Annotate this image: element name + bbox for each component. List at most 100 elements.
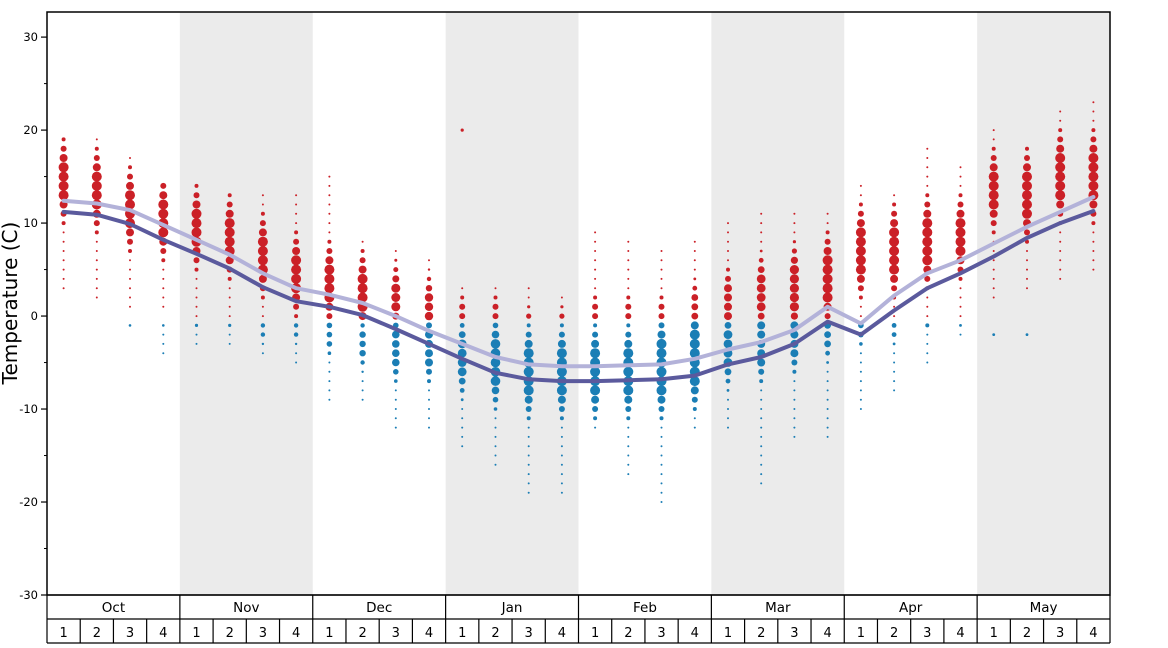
temp-dot-blue (326, 341, 333, 347)
temp-dot-blue (893, 370, 896, 373)
temp-dot-red (727, 259, 729, 262)
temp-dot-blue (524, 339, 533, 348)
temp-dot-blue (824, 340, 831, 348)
temp-dot-blue (760, 398, 763, 401)
temp-dot-blue (727, 426, 729, 429)
temp-dot-red (62, 250, 65, 252)
temp-dot-red (956, 209, 965, 218)
temp-dot-blue (490, 376, 501, 386)
temp-dot-blue (494, 426, 497, 429)
temp-dot-blue (793, 380, 796, 383)
temp-dot-red (1026, 287, 1028, 290)
temp-dot-blue (426, 368, 432, 375)
temp-dot-red (58, 162, 69, 173)
temp-dot-blue (494, 445, 497, 448)
temp-dot-red (95, 277, 98, 280)
temp-dot-red (227, 276, 232, 281)
temp-dot-blue (624, 395, 633, 404)
temp-dot-blue (560, 426, 563, 429)
average-max-temperature (61, 195, 1096, 369)
temp-dot-red (990, 220, 997, 227)
temp-dot-red (1022, 180, 1032, 191)
y-tick-label: -10 (19, 402, 38, 416)
temp-dot-red (125, 190, 135, 201)
temp-dot-red (926, 296, 929, 299)
temp-dot-red (191, 218, 202, 229)
temp-dot-red (924, 201, 931, 208)
temp-dot-blue (660, 435, 663, 438)
temp-dot-red (1058, 128, 1063, 133)
temp-dot-blue (326, 331, 333, 338)
temp-dot-blue (491, 330, 500, 339)
month-band (445, 12, 579, 595)
temp-dot-red (295, 194, 298, 197)
week-number-label: 3 (657, 626, 665, 641)
temp-dot-red (194, 183, 199, 188)
temp-dot-red (492, 313, 499, 320)
temp-dot-red (959, 296, 962, 299)
month-band (977, 12, 1110, 595)
temp-dot-blue (627, 454, 630, 457)
temp-dot-red (258, 228, 267, 237)
temp-dot-red (594, 259, 597, 262)
temp-dot-red (793, 231, 796, 234)
temp-dot-red (959, 287, 962, 290)
temp-dot-red (158, 227, 169, 238)
temp-dot-red (793, 222, 796, 225)
temp-dot-blue (592, 331, 599, 338)
temp-dot-red (527, 296, 530, 299)
temp-dot-blue (428, 389, 430, 392)
temp-dot-red (859, 305, 862, 308)
temp-dot-red (855, 264, 866, 275)
temp-dot-red (594, 250, 597, 252)
temp-dot-blue (590, 348, 601, 359)
temp-dot-blue (625, 331, 632, 338)
temp-dot-red (724, 284, 732, 293)
temp-dot-red (989, 209, 998, 218)
temp-dot-red (62, 277, 65, 280)
temp-dot-blue (494, 435, 497, 438)
temp-dot-blue (394, 417, 397, 420)
temp-dot-red (693, 268, 696, 271)
temp-dot-blue (392, 358, 400, 367)
month-label: Feb (633, 600, 657, 616)
temp-dot-red (1091, 128, 1096, 133)
temp-dot-blue (859, 389, 862, 392)
temp-dot-red (891, 210, 898, 217)
temp-dot-blue (893, 380, 896, 383)
temp-dot-red (992, 296, 995, 299)
temp-dot-red (959, 305, 962, 308)
temp-dot-red (328, 184, 331, 187)
temp-dot-blue (457, 348, 467, 358)
temp-dot-red (129, 268, 131, 271)
temp-dot-red (195, 296, 198, 299)
temp-dot-red (727, 240, 729, 243)
month-week-table: Oct 1 2 3 4 Nov 1 2 3 4 Dec 1 2 3 4 Jan 1 2 3 4 Feb 1 2 3 4 Mar 1 2… (46, 594, 1111, 644)
temp-dot-red (992, 259, 995, 262)
temp-dot-blue (594, 426, 597, 429)
temp-dot-blue (660, 454, 663, 457)
temp-dot-blue (261, 352, 264, 355)
temp-dot-red (992, 250, 995, 252)
temp-dot-red (1088, 162, 1099, 173)
temp-dot-blue (293, 323, 299, 328)
temp-dot-red (92, 163, 101, 172)
temp-dot-red (195, 305, 198, 308)
temp-dot-red (855, 236, 866, 247)
temp-dot-red (959, 175, 962, 178)
temp-dot-blue (825, 350, 830, 356)
temp-dot-blue (162, 333, 165, 336)
temp-dot-blue (459, 323, 465, 328)
week-number-label: 1 (458, 626, 466, 641)
temp-dot-red (95, 138, 98, 141)
temp-dot-blue (727, 417, 729, 420)
temp-dot-red (625, 313, 632, 320)
temp-dot-blue (294, 342, 298, 346)
temp-dot-red (225, 209, 234, 218)
temp-dot-red (1026, 277, 1028, 280)
temp-dot-red (129, 287, 131, 290)
temp-dot-blue (760, 473, 763, 476)
temp-dot-red (693, 240, 696, 243)
temp-dot-red (592, 313, 599, 320)
temp-dot-red (890, 274, 899, 283)
